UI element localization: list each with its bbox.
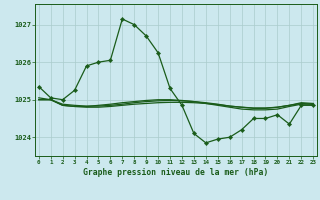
X-axis label: Graphe pression niveau de la mer (hPa): Graphe pression niveau de la mer (hPa) [84,168,268,177]
